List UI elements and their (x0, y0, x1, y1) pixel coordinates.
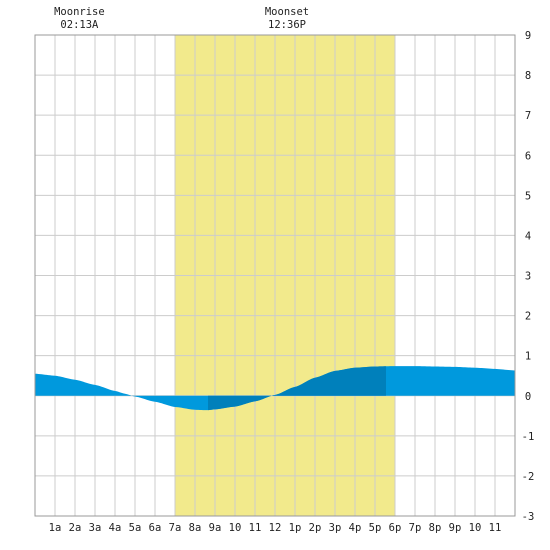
x-tick-label: 3p (329, 522, 342, 534)
y-tick-labels: 9 8 7 6 5 4 3 2 1 0 -1 -2 -3 (522, 30, 535, 523)
grid-layer (35, 35, 515, 516)
x-tick-label: 6p (389, 522, 402, 534)
x-tick-label: 8a (189, 522, 202, 534)
y-tick-label: -3 (522, 511, 535, 523)
y-tick-label: 5 (525, 190, 531, 202)
x-tick-label: 1p (289, 522, 302, 534)
x-tick-label: 5a (129, 522, 142, 534)
y-tick-label: 4 (525, 230, 531, 242)
x-tick-label: 5p (369, 522, 382, 534)
tide-area-highlight (275, 366, 386, 396)
tide-area-layer (35, 366, 515, 411)
x-tick-label: 10 (229, 522, 242, 534)
x-tick-label: 12 (269, 522, 282, 534)
y-tick-label: 2 (525, 311, 531, 323)
x-tick-label: 8p (429, 522, 442, 534)
x-tick-label: 9p (449, 522, 462, 534)
x-tick-labels: 1a 2a 3a 4a 5a 6a 7a 8a 9a 10 11 12 1p 2p 3p 4p 5p 6p 7p 8p… (49, 522, 502, 534)
x-tick-label: 11 (489, 522, 502, 534)
y-tick-label: 0 (525, 391, 531, 403)
y-tick-label: 9 (525, 30, 531, 42)
tide-area-highlight (208, 394, 275, 411)
y-tick-label: 8 (525, 70, 531, 82)
x-tick-label: 4p (349, 522, 362, 534)
x-tick-label: 2a (69, 522, 82, 534)
tide-area (35, 366, 515, 411)
x-tick-label: 10 (469, 522, 482, 534)
moon-event-time: 12:36P (268, 19, 306, 31)
moon-event-time: 02:13A (60, 19, 99, 31)
x-tick-label: 11 (249, 522, 262, 534)
x-tick-label: 1a (49, 522, 62, 534)
y-tick-label: 3 (525, 271, 531, 283)
y-tick-label: 6 (525, 150, 531, 162)
x-tick-label: 4a (109, 522, 122, 534)
x-tick-label: 3a (89, 522, 102, 534)
y-tick-label: 7 (525, 110, 531, 122)
y-tick-label: -2 (522, 471, 535, 483)
moon-event-label: Moonrise (54, 6, 105, 18)
y-tick-label: 1 (525, 351, 531, 363)
x-tick-label: 2p (309, 522, 322, 534)
x-tick-label: 7a (169, 522, 182, 534)
x-tick-label: 9a (209, 522, 222, 534)
y-tick-label: -1 (522, 431, 535, 443)
x-tick-label: 7p (409, 522, 422, 534)
plot-frame (34, 34, 516, 517)
x-tick-label: 6a (149, 522, 162, 534)
moon-event-label: Moonset (265, 6, 309, 18)
